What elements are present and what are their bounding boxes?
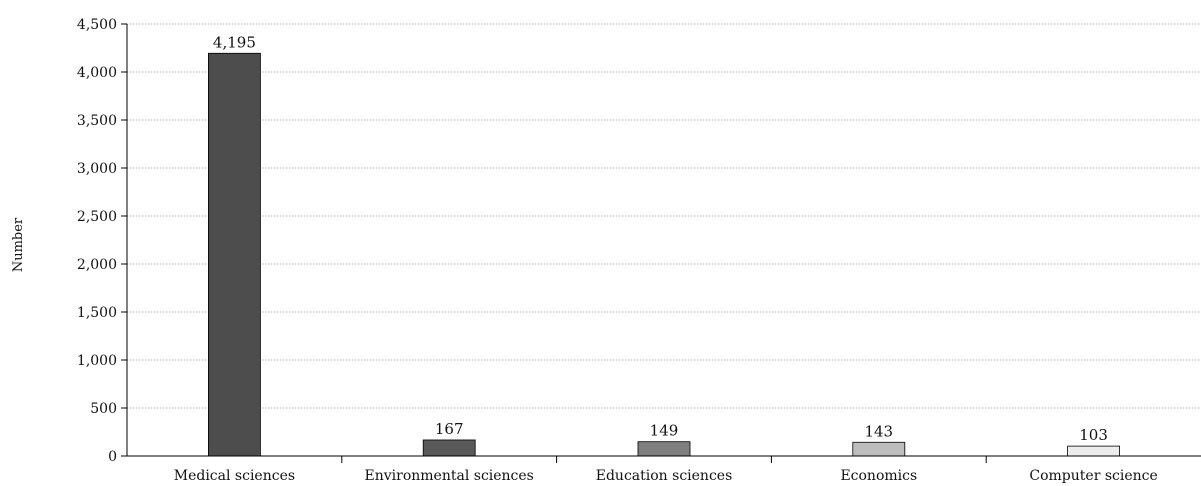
x-tick-label: Economics: [840, 468, 917, 484]
data-label: 4,195: [213, 33, 256, 51]
y-tick-label: 500: [90, 401, 117, 417]
x-tick-label: Computer science: [1029, 468, 1157, 484]
bar: [1067, 445, 1120, 457]
x-tick-label: Environmental sciences: [365, 468, 534, 484]
data-label: 103: [1079, 426, 1108, 444]
y-tick-label: 1,500: [77, 305, 117, 321]
x-axis: Medical sciences Environmental sciences Ed…: [126, 24, 1201, 484]
y-tick-label: 2,000: [77, 257, 117, 273]
bars: [207, 52, 1120, 457]
data-labels: 4,195 167 149 143 103: [213, 33, 1108, 444]
y-tick-label: 4,500: [77, 17, 117, 33]
x-tick-label: Education sciences: [596, 468, 733, 484]
y-tick-label: 1,000: [77, 353, 117, 369]
x-tick-label: Medical sciences: [174, 468, 295, 484]
bar: [422, 439, 476, 457]
gridlines: [127, 23, 1201, 409]
y-axis-ticks: 0 500 1,000 1,500 2,000 2,500 3,000 3,500 4,000 4…: [77, 17, 127, 465]
bar: [852, 441, 906, 457]
y-tick-label: 2,500: [77, 209, 117, 225]
data-label: 167: [435, 420, 464, 438]
y-tick-label: 3,000: [77, 161, 117, 177]
data-label: 143: [864, 422, 893, 440]
bar: [637, 441, 691, 457]
y-axis-title: Number: [11, 217, 26, 272]
y-tick-label: 4,000: [77, 65, 117, 81]
data-label: 149: [650, 422, 679, 440]
y-tick-label: 3,500: [77, 113, 117, 129]
y-tick-label: 0: [108, 449, 117, 465]
bar: [207, 52, 261, 457]
